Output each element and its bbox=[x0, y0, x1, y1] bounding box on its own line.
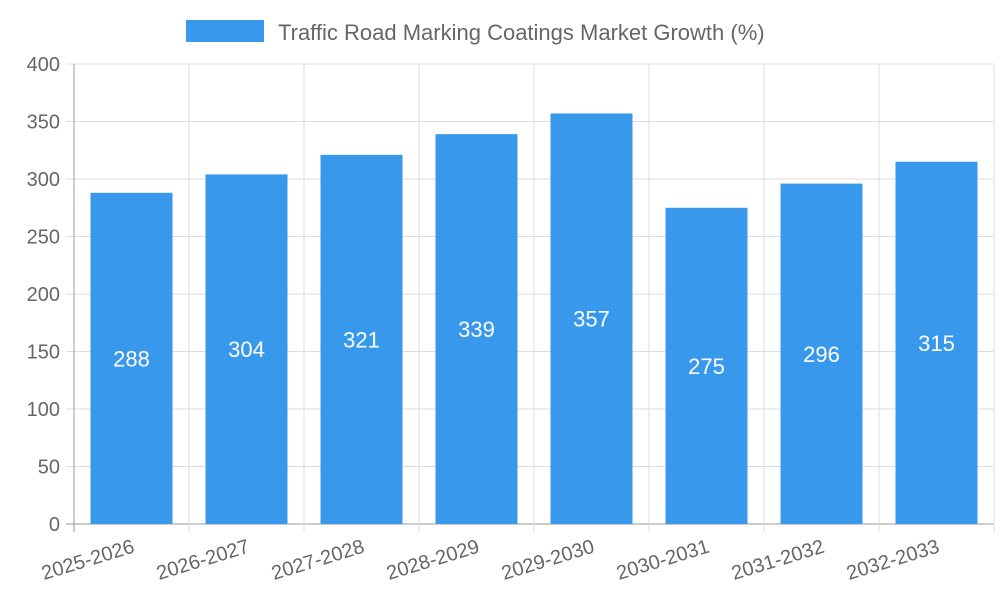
y-tick-label: 250 bbox=[27, 227, 60, 249]
legend[interactable]: Traffic Road Marking Coatings Market Gro… bbox=[186, 20, 765, 45]
bar bbox=[780, 183, 863, 524]
y-tick-label: 200 bbox=[27, 284, 60, 306]
y-tick-label: 300 bbox=[27, 169, 60, 191]
y-tick-label: 150 bbox=[27, 342, 60, 364]
bar bbox=[435, 134, 518, 524]
y-axis-ticks: 0 50 100 150 200 250 300 350 400 bbox=[27, 54, 60, 536]
bar-value-label: 339 bbox=[458, 317, 495, 342]
bar-value-labels: 288 304 321 339 357 275 296 315 bbox=[113, 307, 955, 379]
bar-value-label: 304 bbox=[228, 337, 265, 362]
bar-value-label: 321 bbox=[343, 327, 380, 352]
x-tick-label: 2030-2031 bbox=[614, 536, 712, 585]
bar bbox=[90, 192, 173, 525]
x-tick-label: 2032-2033 bbox=[844, 536, 942, 585]
x-tick-label: 2026-2027 bbox=[154, 536, 252, 585]
legend-swatch bbox=[186, 20, 264, 42]
y-tick-label: 0 bbox=[49, 514, 60, 536]
bar-value-label: 357 bbox=[573, 307, 610, 332]
y-tick-label: 350 bbox=[27, 112, 60, 134]
bar-value-label: 275 bbox=[688, 354, 725, 379]
bar bbox=[665, 207, 748, 524]
bar bbox=[550, 113, 633, 524]
bar-value-label: 315 bbox=[918, 331, 955, 356]
y-tick-label: 400 bbox=[27, 54, 60, 76]
x-tick-label: 2028-2029 bbox=[384, 536, 482, 585]
bars bbox=[90, 113, 978, 525]
bar-value-label: 288 bbox=[113, 346, 150, 371]
bar bbox=[320, 154, 403, 524]
y-tick-label: 100 bbox=[27, 399, 60, 421]
x-tick-label: 2029-2030 bbox=[499, 536, 597, 585]
bar bbox=[205, 174, 288, 524]
x-tick-label: 2031-2032 bbox=[729, 536, 827, 585]
x-axis-ticks: 2025-2026 2026-2027 2027-2028 2028-2029 2029… bbox=[39, 536, 942, 585]
y-tick-label: 50 bbox=[38, 457, 60, 479]
bar bbox=[895, 161, 978, 524]
x-tick-label: 2025-2026 bbox=[39, 536, 137, 585]
legend-label: Traffic Road Marking Coatings Market Gro… bbox=[278, 20, 765, 45]
x-tick-label: 2027-2028 bbox=[269, 536, 367, 585]
bar-value-label: 296 bbox=[803, 342, 840, 367]
